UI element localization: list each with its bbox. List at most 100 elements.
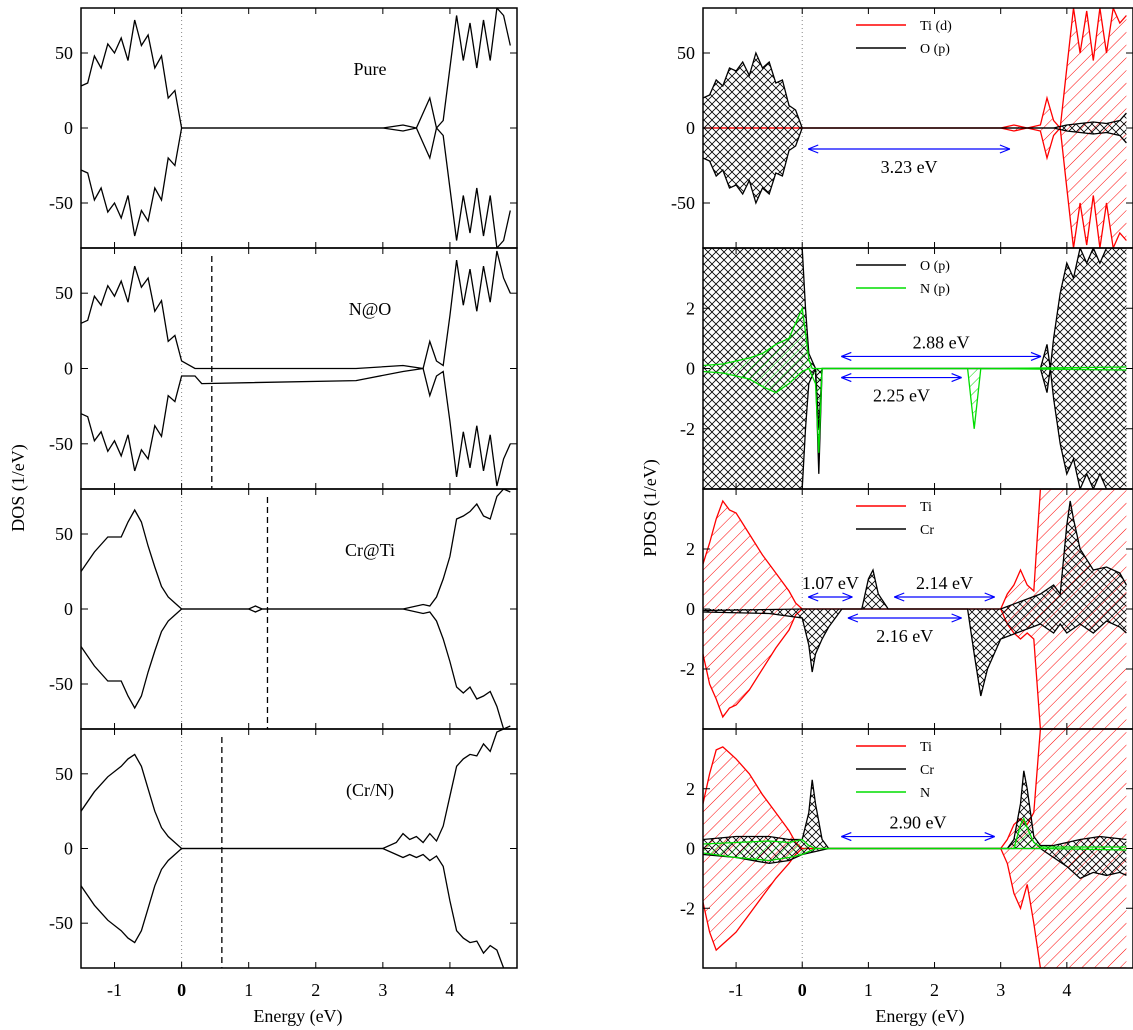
- gap-label: 3.23 eV: [881, 157, 938, 177]
- y-tick-label: 0: [686, 839, 695, 859]
- gap-label: 2.14 eV: [916, 573, 973, 593]
- panel-n-o: -50 0 50 N@O: [49, 247, 518, 490]
- y-tick-label: -50: [49, 193, 73, 213]
- gap-arrow-head-right: [951, 372, 962, 383]
- y-tick-label: 2: [686, 298, 695, 318]
- series-n-p-down-fill: [703, 368, 1127, 453]
- gap-annotation: 3.23 eV: [808, 144, 1011, 177]
- plot-area: [703, 489, 1127, 729]
- y-tick-label: 0: [64, 839, 73, 859]
- legend-label: O (p): [920, 42, 950, 57]
- series-cr-down-fill: [703, 609, 1127, 696]
- panel-title: (Cr/N): [346, 780, 394, 801]
- y-tick-label: 2: [686, 779, 695, 799]
- left-dos-column: -50 0 50 Pure -50 0 50 N@O -50 0 50 Cr@Ti -50 0 50 (Cr/…: [49, 7, 518, 1000]
- gap-arrow-head-left: [808, 592, 819, 602]
- series-cr-line: [703, 500, 1127, 612]
- gap-arrow-head-right: [999, 144, 1011, 154]
- series-n-down-line: [703, 847, 1127, 862]
- plot-area: [703, 8, 1127, 248]
- gap-arrow-head-left: [841, 831, 852, 842]
- gap-annotation: 2.88 eV: [841, 332, 1042, 362]
- gap-arrow-head-right: [842, 592, 853, 602]
- series-up-line: [81, 489, 511, 610]
- plot-area: [703, 729, 1127, 968]
- y-tick-label: 0: [64, 118, 73, 138]
- gap-label: 1.07 eV: [802, 573, 859, 593]
- x-tick-label: 0: [798, 980, 807, 1000]
- plot-area: [81, 729, 511, 968]
- y-tick-label: -2: [680, 659, 695, 679]
- x-tick-label: 1: [244, 980, 253, 1000]
- series-o-p-down-fill: [703, 368, 1127, 489]
- series-ti-line: [703, 489, 1127, 610]
- gap-arrow-head-right: [984, 831, 995, 842]
- panel-ti-cr-n: -2 0 2 Ti Cr N 2.90 eV: [680, 728, 1133, 969]
- series-o-p-down-fill: [703, 128, 1127, 203]
- legend-label: Cr: [920, 523, 934, 538]
- x-tick-label: 2: [311, 980, 320, 1000]
- x-tick-label: 3: [996, 980, 1005, 1000]
- panel-ti-cr: -2 0 2 Ti Cr 1.07 eV 2.14 eV 2.16 eV: [680, 488, 1133, 730]
- panel-pure: -50 0 50 Pure: [49, 7, 518, 249]
- series-cr-fill: [703, 501, 1127, 611]
- series-up-line: [81, 250, 511, 370]
- legend-label: Ti (d): [920, 19, 952, 34]
- series-cr-down-line: [703, 608, 1127, 697]
- panel-title: N@O: [349, 299, 392, 319]
- y-tick-label: 0: [686, 118, 695, 138]
- y-tick-label: -50: [49, 434, 73, 454]
- plot-area: [81, 8, 511, 248]
- gap-label: 2.25 eV: [873, 386, 930, 406]
- x-tick-label: 4: [445, 980, 454, 1000]
- legend-label: Ti: [920, 500, 932, 515]
- legend-label: O (p): [920, 259, 950, 274]
- series-up-line: [81, 729, 511, 850]
- series-down-line: [81, 608, 511, 729]
- y-tick-label: -50: [49, 674, 73, 694]
- y-tick-label: 50: [55, 283, 73, 303]
- gap-arrow-head-right: [951, 613, 962, 623]
- gap-annotation: 1.07 eV: [802, 573, 859, 602]
- y-tick-label: 50: [55, 524, 73, 544]
- y-tick-label: -2: [680, 419, 695, 439]
- gap-arrow-head-left: [847, 613, 859, 623]
- y-tick-label: 0: [686, 359, 695, 379]
- panel-cr-ti: -50 0 50 Cr@Ti: [49, 488, 518, 730]
- gap-annotation: 2.90 eV: [841, 813, 995, 842]
- gap-annotation: 2.16 eV: [847, 613, 962, 646]
- series-ti-fill: [703, 489, 1127, 609]
- x-tick-label: 3: [378, 980, 387, 1000]
- plot-area: [703, 248, 1127, 489]
- series-ti-down-fill: [703, 848, 1127, 968]
- series-ti-d-down-fill: [703, 128, 1127, 248]
- left-x-axis-label: Energy (eV): [253, 1006, 342, 1027]
- series-down-line: [81, 126, 511, 248]
- panel-title: Pure: [354, 59, 387, 79]
- series-o-p-down-line: [703, 367, 1127, 489]
- panel-title: Cr@Ti: [345, 540, 395, 560]
- series-o-p-fill: [703, 53, 1127, 128]
- panel-o-p-n-p-: -2 0 2 O (p) N (p) 2.88 eV 2.25 eV: [680, 247, 1133, 490]
- gap-annotation: 2.25 eV: [841, 372, 962, 406]
- plot-area: [81, 248, 511, 489]
- y-tick-label: -50: [49, 913, 73, 933]
- x-tick-label: 0: [177, 980, 186, 1000]
- panel--cr-n-: -50 0 50 (Cr/N): [49, 728, 518, 969]
- right-y-axis-label: PDOS (1/eV): [640, 459, 661, 557]
- gap-annotation: 2.14 eV: [894, 573, 995, 602]
- y-tick-label: 0: [64, 599, 73, 619]
- x-tick-label: -1: [729, 980, 744, 1000]
- y-tick-label: 50: [55, 43, 73, 63]
- y-tick-label: 0: [686, 599, 695, 619]
- legend-label: Cr: [920, 763, 934, 778]
- gap-arrow-head-left: [808, 144, 819, 154]
- y-tick-label: -50: [671, 193, 695, 213]
- right-x-axis-label: Energy (eV): [875, 1006, 964, 1027]
- x-tick-label: 2: [930, 980, 939, 1000]
- gap-label: 2.88 eV: [913, 332, 970, 352]
- series-down-line: [81, 367, 511, 487]
- x-tick-label: 4: [1062, 980, 1071, 1000]
- series-cr-line: [703, 770, 1127, 850]
